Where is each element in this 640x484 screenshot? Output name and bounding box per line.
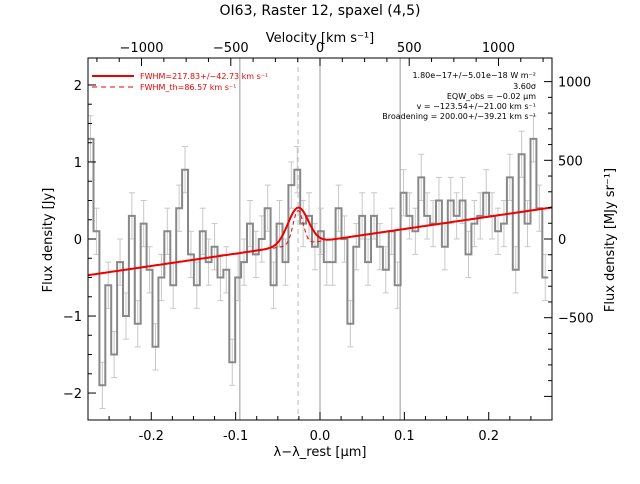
legend-thermal-label: FWHM_th=86.57 km s⁻¹ — [140, 83, 236, 92]
x-tick-label: -0.2 — [139, 429, 164, 444]
annotation-line-flux: 1.80e−17+/−5.01e−18 W m⁻² — [412, 71, 536, 80]
right-tick-label: 500 — [558, 154, 583, 169]
right-tick-label: 1000 — [558, 76, 591, 91]
top-tick-label: 0 — [316, 41, 324, 56]
right-tick-label: −500 — [558, 312, 594, 327]
top-axis-label: Velocity [km s⁻¹] — [266, 31, 374, 46]
y-tick-label: −1 — [63, 310, 82, 325]
x-tick-label: -0.1 — [223, 429, 248, 444]
data-step-line — [88, 137, 549, 387]
series-thermal-fit — [272, 210, 324, 249]
y-tick-label: −2 — [63, 387, 82, 402]
y-axis-label: Flux density [Jy] — [41, 188, 56, 293]
series-total-fit — [87, 206, 553, 277]
x-axis-label: λ−λ_rest [μm] — [274, 445, 367, 460]
y-tick-label: 0 — [74, 233, 82, 248]
fit-annotations: 1.80e−17+/−5.01e−18 W m⁻² 3.60σ EQW_obs … — [382, 71, 536, 121]
legend-fit-label: FWHM=217.83+/−42.73 km s⁻¹ — [140, 72, 268, 81]
annotation-significance: 3.60σ — [513, 82, 536, 91]
top-tick-label: −1000 — [120, 41, 164, 56]
annotation-eqw: EQW_obs = −0.02 μm — [447, 92, 536, 101]
top-tick-label: −500 — [213, 41, 249, 56]
x-tick-label: 0.0 — [310, 429, 331, 444]
x-tick-label: 0.2 — [478, 429, 499, 444]
top-tick-label: 1000 — [482, 41, 515, 56]
right-tick-label: 0 — [558, 233, 566, 248]
annotation-velocity: v = −123.54+/−21.00 km s⁻¹ — [417, 102, 536, 111]
y-tick-label: 2 — [74, 79, 82, 94]
fit-layer — [87, 206, 553, 277]
chart-title: OI63, Raster 12, spaxel (4,5) — [220, 3, 421, 19]
y-tick-label: 1 — [74, 156, 82, 171]
legend: FWHM=217.83+/−42.73 km s⁻¹ FWHM_th=86.57… — [92, 72, 268, 92]
right-axis-label: Flux density [MJy sr⁻¹] — [603, 168, 618, 312]
axes-layer: -0.2 -0.1 0.0 0.1 0.2 −1000 −500 0 500 1000 −2 −1 0 1… — [63, 41, 594, 444]
top-tick-label: 500 — [397, 41, 422, 56]
x-tick-label: 0.1 — [394, 429, 415, 444]
data-layer — [87, 115, 549, 409]
annotation-broadening: Broadening = 200.00+/−39.21 km s⁻¹ — [382, 112, 536, 121]
